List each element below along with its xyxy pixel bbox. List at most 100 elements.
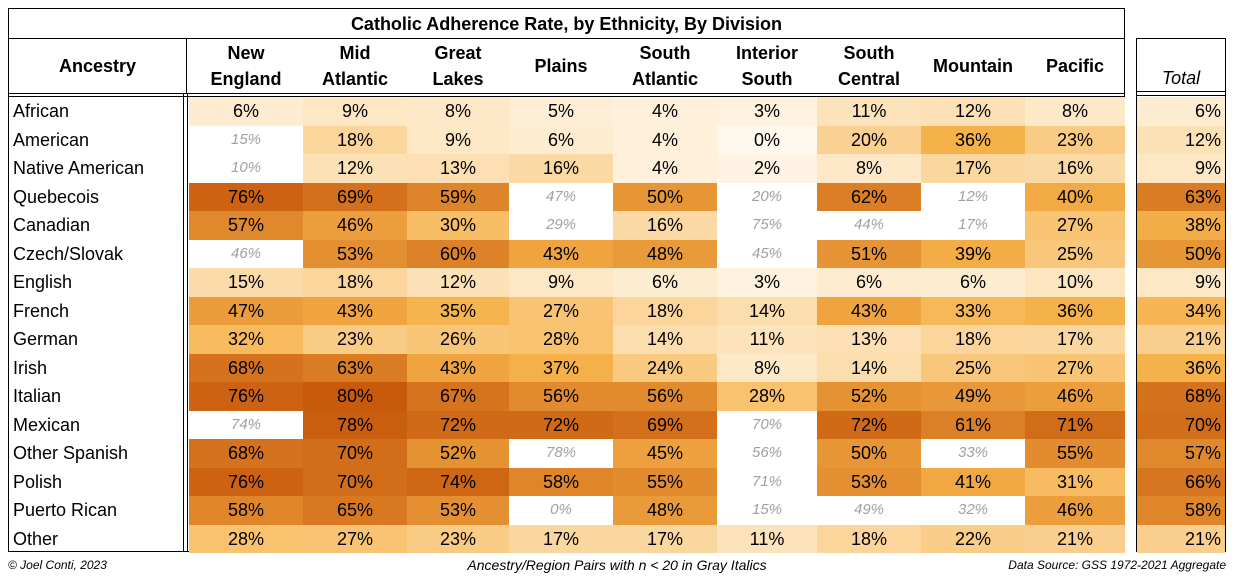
heatmap-cell: 43%: [303, 296, 407, 325]
heatmap-cell: 3%: [717, 268, 817, 297]
total-header-rule: [1137, 95, 1225, 96]
total-cell: 70%: [1137, 410, 1225, 439]
heatmap-cell: 17%: [921, 211, 1025, 240]
heatmap-cell: 6%: [921, 268, 1025, 297]
row-label: Italian: [13, 386, 62, 406]
row-label: Mexican: [13, 414, 81, 435]
heatmap-cell: 69%: [613, 410, 717, 439]
division-header: Plains: [509, 39, 613, 93]
heatmap-cell: 6%: [509, 125, 613, 154]
heatmap-cell: 6%: [613, 268, 717, 297]
heatmap-cell: 8%: [1025, 97, 1125, 126]
heatmap-cell: 68%: [189, 439, 303, 468]
heatmap-cell: 35%: [407, 296, 509, 325]
heatmap-cell: 28%: [189, 524, 303, 553]
division-header-line: South: [639, 43, 691, 63]
heatmap-cell: 69%: [303, 182, 407, 211]
division-header-line: England: [210, 69, 282, 89]
heatmap-cell: 16%: [509, 154, 613, 183]
heatmap-cell: 4%: [613, 125, 717, 154]
division-header-line: Atlantic: [321, 69, 388, 89]
label-separator: [187, 93, 188, 551]
heatmap-cell: 14%: [613, 325, 717, 354]
heatmap-cell: 22%: [921, 524, 1025, 553]
heatmap-cell: 10%: [1025, 268, 1125, 297]
heatmap-cell: 72%: [509, 410, 613, 439]
heatmap-cell: 70%: [303, 467, 407, 496]
heatmap-cell: 53%: [817, 467, 921, 496]
heatmap-cell: 17%: [509, 524, 613, 553]
heatmap-cell: 48%: [613, 496, 717, 525]
row-label: Other Spanish: [13, 443, 129, 463]
heatmap-cell: 46%: [189, 239, 303, 268]
heatmap-cell: 25%: [1025, 239, 1125, 268]
division-header-line: South: [843, 43, 895, 63]
heatmap-cell: 0%: [717, 125, 817, 154]
division-header: South Atlantic: [613, 39, 717, 93]
heatmap-cell: 10%: [189, 154, 303, 183]
heatmap-cell: 55%: [1025, 439, 1125, 468]
heatmap-cell: 14%: [817, 353, 921, 382]
division-header: Mountain: [921, 39, 1025, 93]
heatmap-table: Catholic Adherence Rate, by Ethnicity, B…: [8, 8, 1125, 553]
total-cell: 57%: [1137, 439, 1225, 468]
heatmap-cell: 12%: [921, 97, 1025, 126]
heatmap-cell: 75%: [717, 211, 817, 240]
heatmap-cell: 43%: [817, 296, 921, 325]
row-label: Quebecois: [13, 186, 100, 207]
division-header-line: Mountain: [933, 56, 1013, 76]
heatmap-cell: 0%: [509, 496, 613, 525]
division-header: Great Lakes: [407, 39, 509, 93]
heatmap-cell: 9%: [303, 97, 407, 126]
heatmap-cell: 18%: [817, 524, 921, 553]
heatmap-cell: 58%: [509, 467, 613, 496]
heatmap-cell: 80%: [303, 382, 407, 411]
heatmap-cell: 18%: [921, 325, 1025, 354]
heatmap-cell: 6%: [189, 97, 303, 126]
heatmap-cell: 27%: [1025, 353, 1125, 382]
heatmap-cell: 63%: [303, 353, 407, 382]
heatmap-cell: 20%: [817, 125, 921, 154]
heatmap-cell: 52%: [407, 439, 509, 468]
heatmap-cell: 46%: [1025, 382, 1125, 411]
division-header: New England: [189, 39, 303, 93]
division-header-line: Plains: [534, 56, 588, 76]
heatmap-cell: 16%: [1025, 154, 1125, 183]
heatmap-cell: 24%: [613, 353, 717, 382]
heatmap-cell: 45%: [717, 239, 817, 268]
heatmap-cell: 47%: [509, 182, 613, 211]
footnote-text: Ancestry/Region Pairs with n < 20 in Gra…: [467, 557, 767, 573]
heatmap-cell: 27%: [1025, 211, 1125, 240]
total-cell: 36%: [1137, 353, 1225, 382]
heatmap-cell: 72%: [407, 410, 509, 439]
heatmap-cell: 18%: [303, 125, 407, 154]
heatmap-cell: 12%: [303, 154, 407, 183]
heatmap-cell: 50%: [613, 182, 717, 211]
heatmap-cell: 55%: [613, 467, 717, 496]
division-header-line: Atlantic: [631, 69, 698, 89]
heatmap-cell: 18%: [613, 296, 717, 325]
heatmap-cell: 37%: [509, 353, 613, 382]
division-header-line: South: [741, 69, 793, 89]
heatmap-cell: 68%: [189, 353, 303, 382]
heatmap-cell: 70%: [303, 439, 407, 468]
heatmap-cell: 9%: [509, 268, 613, 297]
heatmap-cell: 43%: [407, 353, 509, 382]
total-cell: 66%: [1137, 467, 1225, 496]
heatmap-cell: 11%: [717, 325, 817, 354]
heatmap-cell: 15%: [717, 496, 817, 525]
heatmap-cell: 58%: [189, 496, 303, 525]
heatmap-cell: 20%: [717, 182, 817, 211]
heatmap-cell: 8%: [817, 154, 921, 183]
heatmap-cell: 12%: [921, 182, 1025, 211]
heatmap-cell: 2%: [717, 154, 817, 183]
total-cell: 68%: [1137, 382, 1225, 411]
heatmap-cell: 27%: [509, 296, 613, 325]
heatmap-cell: 17%: [1025, 325, 1125, 354]
heatmap-cell: 48%: [613, 239, 717, 268]
heatmap-cell: 9%: [407, 125, 509, 154]
total-cell: 12%: [1137, 125, 1225, 154]
row-label: English: [13, 272, 73, 292]
heatmap-cell: 56%: [509, 382, 613, 411]
heatmap-cell: 65%: [303, 496, 407, 525]
